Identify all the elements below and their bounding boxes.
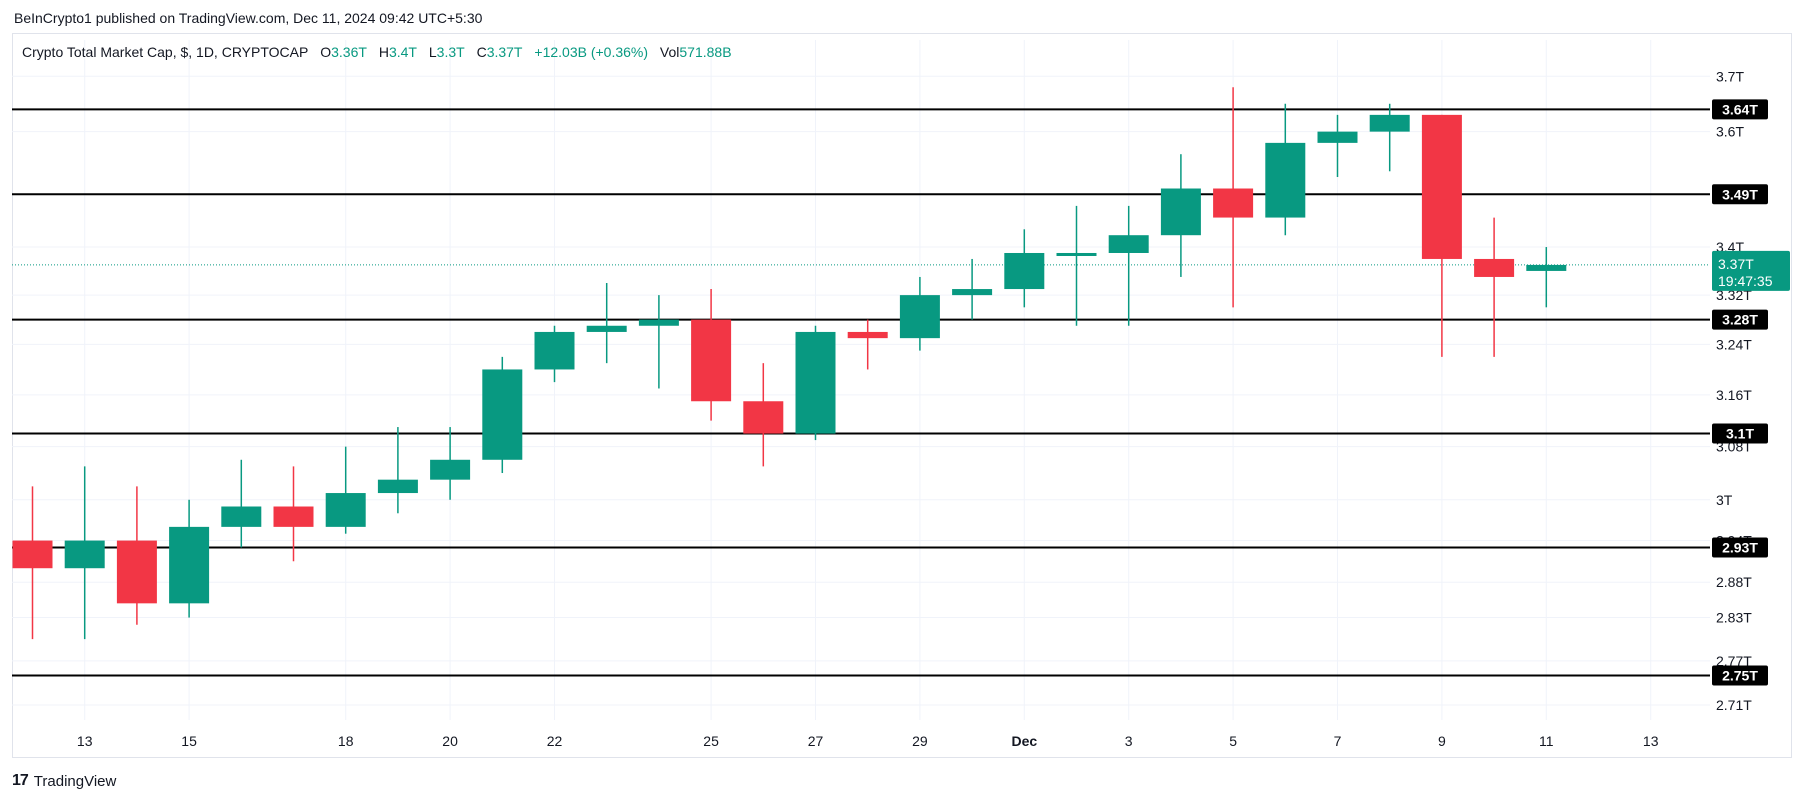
- price-tick-label: 3T: [1716, 492, 1733, 508]
- high-value: 3.4T: [388, 44, 417, 60]
- open-label: O: [320, 44, 332, 60]
- candle-body-down: [847, 331, 888, 339]
- candles: [12, 87, 1567, 640]
- level-tag-label: 2.93T: [1722, 539, 1758, 555]
- change-value: +12.03B (+0.36%): [534, 44, 649, 60]
- time-tick-label: 13: [77, 733, 93, 749]
- candle-body-down: [273, 506, 314, 527]
- level-tag-label: 3.49T: [1722, 186, 1758, 202]
- grid-lines: [12, 40, 1710, 720]
- candle-body-up: [430, 459, 471, 480]
- candle-body-down: [691, 319, 732, 402]
- price-tick-label: 3.32T: [1716, 287, 1752, 303]
- time-tick-label: 5: [1229, 733, 1237, 749]
- time-tick-label: 13: [1643, 733, 1659, 749]
- tradingview-logo[interactable]: 17 TradingView: [12, 772, 116, 790]
- time-tick-label: 15: [181, 733, 197, 749]
- price-tick-label: 2.77T: [1716, 653, 1752, 669]
- candle-body-down: [12, 540, 53, 569]
- open-value: 3.36T: [331, 44, 367, 60]
- volume-value: 571.88B: [679, 44, 732, 60]
- candle-body-up: [325, 493, 366, 527]
- time-tick-label: 18: [338, 733, 354, 749]
- candle-body-up: [1317, 131, 1358, 143]
- close-value: 3.37T: [486, 44, 523, 60]
- candle-body-up: [952, 289, 993, 296]
- candle-body-down: [1213, 188, 1254, 218]
- candle-body-up: [638, 319, 679, 326]
- countdown-timer: 19:47:35: [1718, 273, 1773, 289]
- time-tick-label: 3: [1125, 733, 1133, 749]
- candle-body-up: [586, 325, 627, 332]
- candle-body-up: [1369, 114, 1410, 132]
- candle-body-up: [1526, 264, 1567, 271]
- chart-pane[interactable]: [12, 33, 1792, 758]
- candle-body-up: [795, 331, 836, 434]
- time-axis: 13 15 18 20 22 25 27 29 Dec 3 5 7 9 11 13: [77, 733, 1659, 749]
- level-tag-label: 3.28T: [1722, 312, 1758, 328]
- time-tick-label: 25: [703, 733, 719, 749]
- price-tick-label: 3.16T: [1716, 387, 1752, 403]
- level-tag-box: [1712, 309, 1768, 330]
- candle-body-up: [64, 540, 105, 569]
- time-tick-label: Dec: [1011, 733, 1037, 749]
- level-tag-box: [1712, 184, 1768, 205]
- candle-body-down: [1474, 258, 1515, 277]
- time-tick-label: 20: [442, 733, 458, 749]
- candle-body-up: [377, 479, 418, 494]
- price-tick-label: 2.88T: [1716, 574, 1752, 590]
- low-value: 3.3T: [436, 44, 465, 60]
- candle-body-up: [1108, 235, 1149, 253]
- level-tag-box: [1712, 423, 1768, 444]
- tradingview-logo-icon: 17: [12, 772, 29, 789]
- level-tag-box: [1712, 665, 1768, 686]
- level-tag-box: [1712, 99, 1768, 120]
- price-tick-label: 3.6T: [1716, 124, 1744, 140]
- price-tick-label: 2.71T: [1716, 697, 1752, 713]
- candle-body-down: [743, 401, 784, 434]
- level-tag-label: 3.64T: [1722, 101, 1758, 117]
- volume-label: Vol: [659, 44, 680, 60]
- last-price-tag-box: [1712, 250, 1790, 291]
- symbol-legend[interactable]: Crypto Total Market Cap, $, 1D, CRYPTOCA…: [22, 44, 732, 60]
- candle-body-down: [1421, 114, 1462, 259]
- candle-body-up: [534, 331, 575, 370]
- level-tag-label: 2.75T: [1722, 667, 1758, 683]
- symbol-name: Crypto Total Market Cap, $, 1D, CRYPTOCA…: [22, 44, 309, 60]
- level-tags: 3.64T 3.49T 3.28T 3.1T 2.93T 2.75T: [1712, 99, 1768, 686]
- publisher-line: BeInCrypto1 published on TradingView.com…: [14, 10, 483, 26]
- price-tick-label: 3.7T: [1716, 68, 1744, 84]
- candle-body-up: [899, 295, 940, 339]
- candle-body-up: [1265, 142, 1306, 218]
- time-tick-label: 11: [1539, 733, 1554, 749]
- candle-body-up: [482, 369, 523, 460]
- low-label: L: [428, 44, 437, 60]
- time-tick-label: 29: [912, 733, 928, 749]
- price-tick-label: 2.83T: [1716, 610, 1752, 626]
- time-tick-label: 27: [808, 733, 824, 749]
- price-tick-label: 3.24T: [1716, 336, 1752, 352]
- candle-body-up: [1160, 188, 1201, 236]
- level-tag-box: [1712, 537, 1768, 558]
- tradingview-logo-text: TradingView: [33, 772, 117, 790]
- time-tick-label: 9: [1438, 733, 1446, 749]
- candle-body-up: [169, 526, 210, 604]
- price-axis: 3.7T3.6T3.4T3.32T3.24T3.16T3.08T3T2.94T2…: [1716, 68, 1752, 713]
- close-label: C: [476, 44, 487, 60]
- high-label: H: [378, 44, 389, 60]
- time-tick-label: 7: [1334, 733, 1342, 749]
- level-tag-label: 3.1T: [1726, 426, 1754, 442]
- time-tick-label: 22: [547, 733, 563, 749]
- candle-body-down: [116, 540, 157, 604]
- candle-body-up: [221, 506, 262, 527]
- candle-body-up: [1004, 252, 1045, 290]
- last-price-value: 3.37T: [1718, 256, 1754, 272]
- candle-body-up: [1056, 252, 1097, 256]
